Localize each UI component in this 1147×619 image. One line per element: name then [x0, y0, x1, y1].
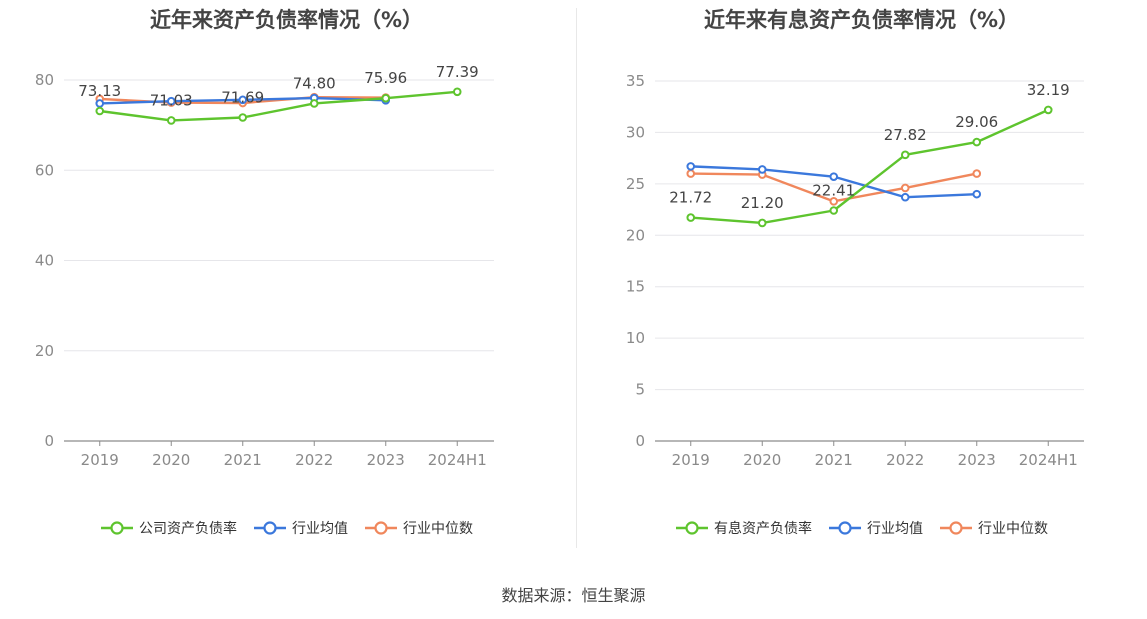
y-tick-label: 10: [626, 329, 645, 347]
y-tick-label: 40: [35, 252, 54, 270]
data-point: [166, 116, 176, 125]
chart-title: 近年来资产负债率情况（%）: [149, 8, 424, 32]
data-label: 21.20: [741, 194, 784, 212]
data-point: [686, 169, 696, 178]
data-label: 27.82: [884, 126, 927, 144]
data-label: 74.80: [293, 74, 336, 92]
legend-item[interactable]: 行业中位数: [939, 518, 1048, 538]
legend-swatch-icon: [829, 521, 861, 535]
chart-legend: 公司资产负债率 行业均值 行业中位数: [0, 518, 573, 538]
data-label: 71.03: [150, 91, 193, 109]
chart-title: 近年来有息资产负债率情况（%）: [703, 8, 1020, 32]
data-source-note: 数据来源：恒生聚源: [501, 586, 646, 605]
y-tick-label: 30: [626, 123, 645, 141]
data-point: [452, 87, 462, 97]
y-tick-label: 5: [635, 381, 645, 399]
data-label: 32.19: [1027, 81, 1070, 99]
chart-plot-interest-debt-ratio: 0 5 10 15 20 25 30 35 2019 2020 2021 2022 2023 2024H1…: [626, 72, 1084, 469]
data-point: [900, 150, 910, 160]
legend-swatch-icon: [940, 521, 972, 535]
data-point: [829, 172, 839, 181]
y-tick-label: 15: [626, 278, 645, 296]
legend-item[interactable]: 行业均值: [253, 518, 348, 538]
y-tick-label: 0: [44, 432, 54, 450]
data-point: [972, 137, 982, 147]
legend-item[interactable]: 行业均值: [828, 518, 923, 538]
legend-label: 行业均值: [292, 521, 348, 537]
y-tick-label: 60: [35, 161, 54, 179]
x-tick-label: 2019: [672, 451, 710, 469]
series-line: [690, 108, 1049, 225]
data-point: [757, 165, 767, 174]
x-tick-label: 2020: [152, 451, 190, 469]
legend-label: 行业中位数: [978, 521, 1048, 537]
x-tick-label: 2021: [224, 451, 262, 469]
x-tick-label: 2022: [886, 451, 924, 469]
x-tick-label: 2022: [295, 451, 333, 469]
data-point: [686, 213, 696, 222]
y-tick-label: 80: [35, 71, 54, 89]
data-point: [238, 113, 248, 122]
chart-panel-debt-ratio: 近年来资产负债率情况（%） 0 20 40 60 80 2019 2020 2021 2022 2…: [0, 0, 573, 560]
data-label: 21.72: [669, 189, 712, 207]
legend-label: 公司资产负债率: [139, 521, 237, 537]
x-tick-label: 2021: [815, 451, 853, 469]
legend-item[interactable]: 有息资产负债率: [675, 518, 812, 538]
data-point: [686, 162, 696, 171]
y-tick-label: 0: [635, 432, 645, 450]
chart-plot-debt-ratio: 0 20 40 60 80 2019 2020 2021 2022 2023 2024H1 73.13…: [35, 63, 494, 469]
data-point: [829, 197, 839, 206]
data-point: [309, 99, 319, 108]
x-tick-label: 2023: [958, 451, 996, 469]
legend-swatch-icon: [101, 521, 133, 535]
legend-label: 行业均值: [867, 521, 923, 537]
data-label: 29.06: [955, 113, 998, 131]
data-label: 77.39: [436, 63, 479, 81]
data-label: 22.41: [812, 181, 855, 199]
legend-swatch-icon: [676, 521, 708, 535]
data-point: [829, 206, 839, 215]
legend-swatch-icon: [254, 521, 286, 535]
panel-divider: [576, 8, 577, 548]
data-point: [166, 96, 176, 106]
data-label: 71.69: [221, 88, 264, 106]
legend-item[interactable]: 公司资产负债率: [100, 518, 237, 538]
x-tick-label: 2024H1: [428, 451, 487, 469]
y-tick-label: 20: [35, 342, 54, 360]
legend-swatch-icon: [365, 521, 397, 535]
data-point: [95, 106, 105, 116]
data-point: [972, 169, 982, 178]
data-point: [1043, 105, 1053, 115]
y-tick-label: 25: [626, 175, 645, 193]
data-point: [900, 192, 910, 202]
legend-label: 有息资产负债率: [714, 521, 812, 537]
data-point: [238, 95, 248, 105]
chart-legend: 有息资产负债率 行业均值 行业中位数: [575, 518, 1147, 538]
y-tick-label: 35: [626, 72, 645, 90]
data-point: [381, 93, 391, 103]
y-tick-label: 20: [626, 226, 645, 244]
data-point: [900, 183, 910, 193]
chart-panel-interest-debt-ratio: 近年来有息资产负债率情况（%） 0 5 10 15 20 25 30 35 2019 2020 20…: [575, 0, 1147, 560]
data-point: [95, 99, 105, 108]
x-tick-label: 2023: [367, 451, 405, 469]
x-tick-label: 2019: [81, 451, 119, 469]
series-line: [99, 90, 458, 122]
data-label: 73.13: [78, 82, 121, 100]
legend-item[interactable]: 行业中位数: [364, 518, 473, 538]
data-label: 75.96: [364, 69, 407, 87]
data-point: [757, 218, 767, 228]
legend-label: 行业中位数: [403, 521, 473, 537]
x-tick-label: 2024H1: [1019, 451, 1078, 469]
data-point: [972, 189, 982, 199]
x-tick-label: 2020: [743, 451, 781, 469]
